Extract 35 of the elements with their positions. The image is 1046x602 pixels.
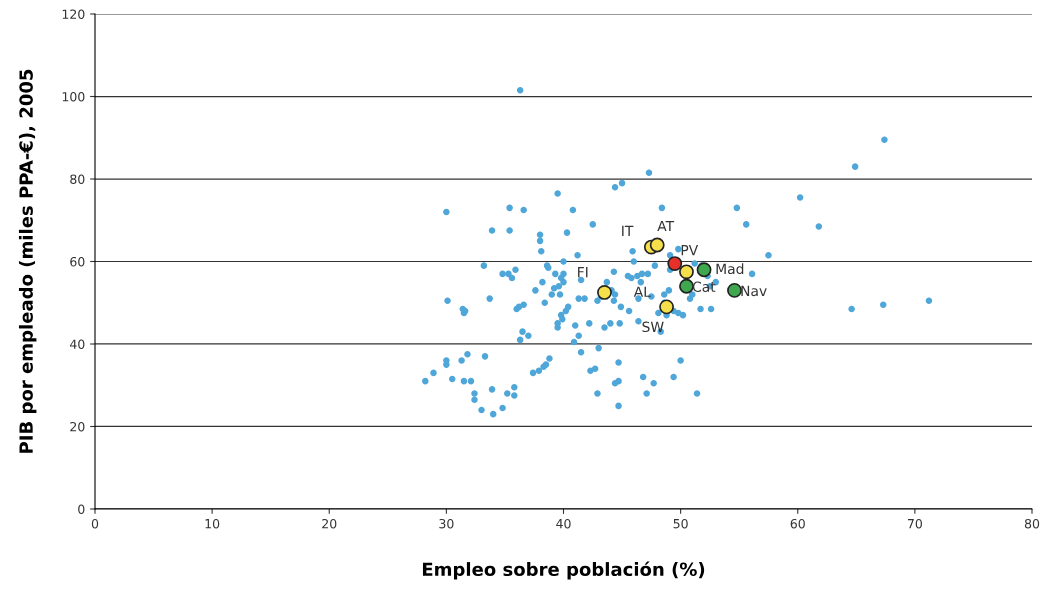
point: [679, 278, 694, 294]
annotation: SW: [642, 321, 664, 333]
annotation: IT: [622, 225, 634, 236]
y-tick-label: 0: [78, 504, 85, 514]
y-tick-label: 40: [69, 339, 85, 349]
x-tick-label: 40: [556, 518, 571, 529]
y-tick-label: 120: [62, 9, 85, 19]
annotation: FI: [578, 267, 588, 278]
point: [727, 282, 742, 298]
x-tick-label: 30: [439, 518, 454, 529]
y-tick-label: 20: [70, 421, 85, 432]
annotation: Mad: [716, 263, 744, 275]
point: [679, 264, 694, 280]
point: [649, 237, 665, 253]
y-tick-label: 60: [70, 256, 85, 267]
annotation: Nav: [741, 285, 767, 297]
y-tick-label: 100: [62, 91, 85, 102]
x-tick-label: 80: [1024, 518, 1040, 529]
x-tick-label: 70: [907, 518, 922, 529]
x-tick-label: 50: [673, 518, 688, 529]
x-tick-label: 0: [91, 518, 99, 529]
point: [696, 262, 712, 278]
annotation: PV: [681, 245, 699, 256]
x-axis-title: Empleo sobre población (%): [422, 561, 705, 580]
point: [659, 299, 674, 315]
x-tick-label: 60: [790, 518, 805, 529]
annotation: AT: [657, 220, 675, 232]
point: [667, 256, 683, 271]
x-tick-label: 20: [322, 518, 337, 529]
annotation: Cat: [692, 281, 716, 292]
y-axis-title: PIB por empleado (miles PPA-€), 2005: [18, 69, 37, 453]
point: [597, 285, 612, 300]
x-tick-label: 10: [205, 518, 220, 529]
y-tick-label: 80: [70, 174, 85, 184]
annotation: AL: [633, 286, 651, 297]
